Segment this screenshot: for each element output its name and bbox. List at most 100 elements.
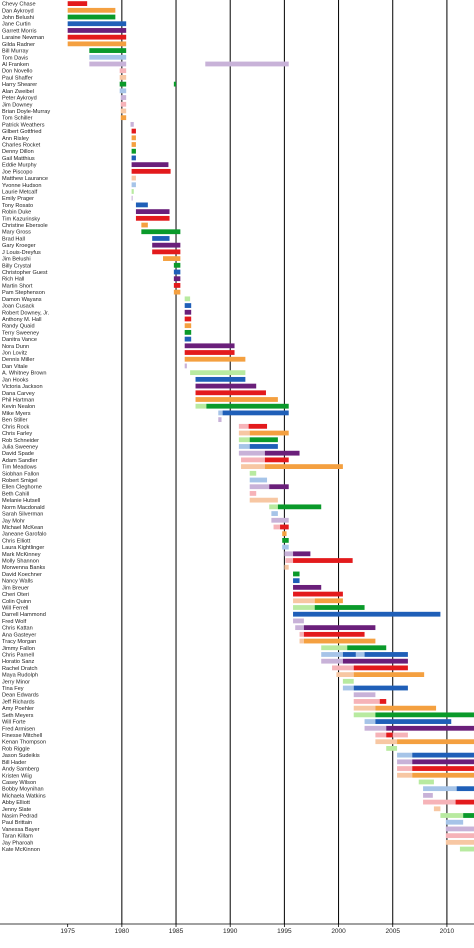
tenure-bar [423, 786, 457, 792]
cast-name-label: Jim Breuer [2, 585, 29, 591]
x-tick-label: 1985 [169, 928, 184, 935]
tenure-bar [375, 739, 398, 745]
cast-name-label: Nasim Pedrad [2, 814, 37, 820]
tenure-bar [293, 578, 300, 584]
tenure-bar [412, 766, 474, 771]
tenure-bar [386, 732, 393, 738]
x-tick-label: 2005 [385, 928, 400, 935]
tenure-bar [293, 618, 304, 624]
tenure-bar [293, 611, 441, 617]
cast-name-label: Alan Zweibel [2, 89, 34, 95]
tenure-bar [271, 517, 289, 523]
cast-name-label: Jimmy Fallon [2, 646, 35, 652]
cast-name-label: Kevin Nealon [2, 404, 35, 410]
tenure-bar [249, 477, 268, 483]
cast-name-label: Ana Gasteyer [2, 632, 36, 638]
tenure-bar [184, 356, 246, 362]
cast-name-label: Garrett Morris [2, 28, 37, 34]
cast-name-label: J Louis-Dreyfus [2, 250, 41, 256]
tenure-bar [269, 484, 289, 490]
tenure-bar [440, 813, 464, 818]
cast-name-label: Chris Rock [2, 424, 30, 430]
cast-name-label: Melanie Hutsell [2, 498, 40, 504]
cast-name-label: Chris Elliott [2, 538, 31, 544]
cast-name-label: Charles Rocket [2, 143, 41, 149]
tenure-bar [364, 725, 387, 731]
cast-name-label: Vanessa Bayer [2, 827, 40, 833]
tenure-bar [218, 417, 222, 423]
cast-name-label: Rachel Dratch [2, 666, 37, 672]
tenure-bar [67, 1, 88, 7]
tenure-bar [293, 558, 353, 563]
cast-name-label: Dennis Miller [2, 357, 34, 363]
tenure-bar [314, 598, 343, 604]
tenure-bar [347, 645, 387, 651]
cast-name-label: Michael McKean [2, 525, 43, 531]
tenure-bar [293, 591, 343, 597]
tenure-bar [249, 444, 278, 449]
x-tick-label: 1980 [115, 928, 130, 935]
cast-name-label: Joan Cusack [2, 304, 35, 310]
tenure-bar [120, 115, 127, 121]
tenure-bar [195, 390, 266, 396]
cast-name-label: David Koechner [2, 572, 42, 578]
tenure-bar [184, 309, 192, 315]
tenure-bar [249, 430, 289, 436]
cast-name-label: Chris Farley [2, 431, 32, 437]
cast-name-label: Nancy Walls [2, 579, 33, 585]
tenure-bar [184, 363, 187, 369]
cast-name-label: John Belushi [2, 15, 34, 21]
tenure-bar [295, 625, 304, 631]
cast-name-label: Eddie Murphy [2, 163, 37, 169]
cast-name-label: Dan Vitale [2, 364, 28, 370]
tenure-bar [397, 759, 413, 765]
cast-name-label: Christine Ebersole [2, 223, 48, 229]
cast-name-label: Matthew Laurance [2, 176, 48, 182]
tenure-bar [293, 571, 300, 577]
cast-name-label: Jon Lovitz [2, 351, 27, 357]
tenure-bar [397, 739, 474, 745]
tenure-bar [277, 504, 322, 510]
cast-name-label: Andy Samberg [2, 767, 39, 773]
cast-name-label: Kenan Thompson [2, 740, 46, 746]
tenure-bar [342, 658, 408, 664]
tenure-bar [271, 511, 278, 516]
tenure-bars [67, 1, 474, 852]
cast-name-label: Yvonne Hudson [2, 183, 42, 189]
cast-name-label: Fred Wolf [2, 619, 27, 625]
tenure-bar [131, 182, 136, 188]
tenure-bar [303, 638, 376, 644]
tenure-bar [445, 839, 474, 845]
tenure-bar [163, 256, 181, 261]
cast-name-label: Victoria Jackson [2, 384, 43, 390]
cast-name-label: Ellen Cleghorne [2, 485, 42, 491]
tenure-bar [282, 538, 289, 543]
tenure-bar [342, 685, 354, 691]
tenure-bar [353, 685, 408, 691]
tenure-bar [130, 121, 134, 127]
tenure-bar [445, 819, 464, 825]
tenure-bar [353, 699, 380, 704]
cast-name-label: Will Ferrell [2, 606, 28, 612]
tenure-bar [119, 88, 127, 94]
tenure-bar [135, 215, 170, 221]
cast-name-label: Tim Meadows [2, 465, 37, 471]
tenure-bar [173, 262, 181, 268]
tenure-bar [184, 336, 192, 342]
tenure-bar [67, 28, 127, 33]
cast-name-label: Kristen Wiig [2, 773, 32, 779]
cast-name-label: Cheri Oteri [2, 592, 29, 598]
x-tick-label: 2010 [440, 928, 455, 935]
cast-name-label: David Spade [2, 451, 34, 457]
cast-name-label: Brad Hall [2, 236, 25, 242]
tenure-bar [375, 732, 387, 738]
cast-name-label: Nora Dunn [2, 344, 29, 350]
cast-name-label: Bobby Moynihan [2, 787, 44, 793]
cast-name-label: Janeane Garofalo [2, 532, 46, 538]
tenure-bar [364, 652, 408, 657]
cast-name-label: Laurie Metcalf [2, 189, 38, 195]
cast-name-label: Gary Kroeger [2, 243, 36, 249]
tenure-bar [336, 672, 354, 677]
cast-name-label: Jay Mohr [2, 518, 25, 524]
tenure-bar [119, 75, 127, 80]
